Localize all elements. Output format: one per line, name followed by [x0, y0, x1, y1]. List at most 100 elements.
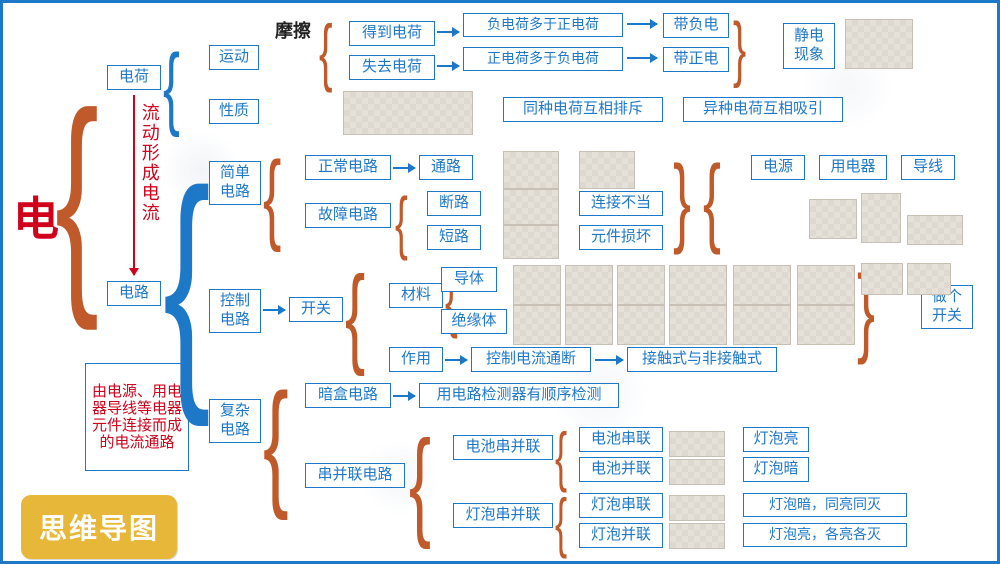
brace-circuit: {: [163, 153, 211, 413]
image-mat6: [733, 265, 791, 305]
flow-arrow: [133, 95, 135, 275]
brace-simple: {: [263, 147, 281, 247]
node-simple: 简单电路: [209, 161, 261, 205]
node-circuit: 电路: [107, 281, 161, 306]
node-gain: 得到电荷: [349, 21, 435, 46]
brace-comp-l: {: [703, 151, 721, 249]
image-bs-photo: [669, 431, 725, 457]
node-repel: 同种电荷互相排斥: [503, 97, 663, 122]
node-bright: 灯泡亮: [743, 427, 809, 452]
node-batt-sp: 电池串并联: [453, 435, 553, 460]
image-static-photo: [845, 19, 913, 69]
node-short: 短路: [427, 225, 481, 250]
arrow-ctrlflow: [445, 359, 467, 361]
brace-batt: {: [555, 423, 567, 489]
image-bulb-photo: [861, 193, 901, 243]
node-static: 静电现象: [783, 23, 835, 69]
node-pos: 带正电: [663, 47, 729, 72]
node-open: 断路: [427, 191, 481, 216]
node-bright-indep: 灯泡亮，各亮各灭: [743, 523, 907, 547]
node-dim: 灯泡暗: [743, 457, 809, 482]
brace-fault: {: [395, 187, 408, 257]
image-battery-photo: [503, 151, 559, 189]
node-bad-conn: 连接不当: [579, 191, 663, 216]
image-wire-photo: [907, 215, 963, 245]
node-neg: 带负电: [663, 13, 729, 38]
image-poles-photo: [579, 151, 635, 189]
node-blackbox: 暗盒电路: [305, 383, 391, 408]
node-role: 作用: [389, 347, 443, 372]
image-mat4: [669, 265, 727, 305]
node-attract: 异种电荷互相吸引: [683, 97, 843, 122]
arrow-lose: [437, 65, 459, 67]
node-dim-sync: 灯泡暗，同亮同灭: [743, 493, 907, 517]
node-bulb-s: 灯泡串联: [579, 493, 663, 518]
node-sp: 串并联电路: [305, 463, 405, 488]
node-contact: 接触式与非接触式: [627, 347, 777, 372]
image-mat7: [733, 305, 791, 345]
brace-complex: {: [263, 373, 289, 513]
brace-switch: {: [345, 261, 365, 371]
image-ins2: [565, 305, 613, 345]
image-cond2: [565, 265, 613, 305]
node-source: 电源: [751, 155, 805, 180]
image-mat8: [797, 265, 855, 305]
image-ins1: [513, 305, 561, 345]
node-batt-s: 电池串联: [579, 427, 663, 452]
image-bp-photo: [669, 459, 725, 485]
image-mat11: [907, 263, 951, 295]
brace-static: }: [733, 13, 746, 85]
brace-bulb: {: [555, 489, 567, 555]
label-friction: 摩擦: [275, 17, 311, 43]
node-wire: 导线: [901, 155, 955, 180]
node-switch: 开关: [289, 297, 343, 322]
node-complex: 复杂电路: [209, 399, 261, 443]
title-badge: 思维导图: [21, 495, 177, 559]
arrow-gain: [437, 31, 459, 33]
flow-label: 流动形成电流: [139, 103, 160, 223]
image-short-photo: [503, 225, 559, 259]
brace-motion: {: [319, 15, 333, 89]
arrow-pos: [627, 57, 657, 59]
arrow-switch: [263, 309, 285, 311]
mindmap-canvas: 电 { 电荷 电路 流动形成电流 由电源、用电器导线等电器元件连接而成的电流通路…: [0, 0, 1000, 564]
node-bulb-p: 灯泡并联: [579, 523, 663, 548]
image-repel-diagram: [343, 91, 473, 135]
node-nature: 性质: [209, 99, 259, 124]
node-pos-gt-neg: 正电荷多于负电荷: [463, 47, 623, 71]
image-mat10: [861, 263, 903, 295]
node-material: 材料: [389, 283, 443, 308]
node-pass: 通路: [419, 155, 473, 180]
brace-charge: {: [163, 41, 180, 133]
image-mat5: [669, 305, 727, 345]
node-charge: 电荷: [107, 65, 161, 90]
arrow-contact: [595, 359, 623, 361]
image-lp-photo: [669, 523, 725, 549]
node-appliance: 用电器: [819, 155, 887, 180]
image-open-photo: [503, 189, 559, 225]
image-cond3: [617, 265, 665, 305]
node-normal: 正常电路: [305, 155, 391, 180]
node-neg-gt-pos: 负电荷多于正电荷: [463, 13, 623, 37]
root-node: 电: [13, 183, 59, 249]
node-blackbox-method: 用电路检测器有顺序检测: [419, 383, 619, 408]
node-fault: 故障电路: [305, 203, 391, 228]
arrow-neg: [627, 23, 657, 25]
node-motion: 运动: [209, 45, 259, 70]
arrow-bb: [393, 395, 415, 397]
image-cond1: [513, 265, 561, 305]
image-ls-photo: [669, 495, 725, 521]
brace-comp-r: }: [673, 151, 691, 249]
arrow-pass: [393, 167, 415, 169]
node-insulator: 绝缘体: [441, 309, 507, 334]
brace-sp: {: [409, 423, 431, 543]
image-ins3: [617, 305, 665, 345]
node-bad-part: 元件损坏: [579, 225, 663, 250]
node-lose: 失去电荷: [349, 55, 435, 80]
node-bulb-sp: 灯泡串并联: [453, 503, 553, 528]
image-dev1: [809, 199, 857, 239]
node-conductor: 导体: [441, 267, 497, 292]
node-control: 控制电路: [209, 289, 261, 333]
brace-root: {: [55, 77, 99, 317]
node-batt-p: 电池并联: [579, 457, 663, 482]
